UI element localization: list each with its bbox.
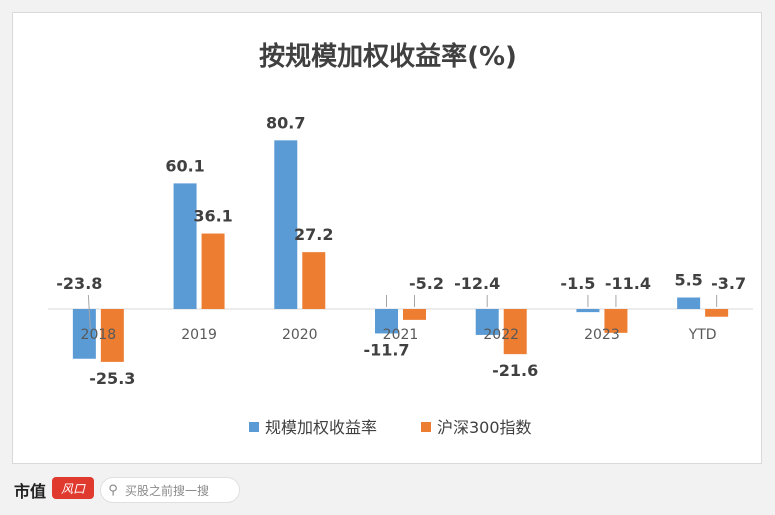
search-placeholder: 买股之前搜一搜: [125, 483, 210, 498]
x-tick-label: YTD: [688, 327, 717, 343]
label-leader: [87, 294, 91, 330]
brand-name: 市值: [14, 482, 47, 501]
bar-weighted-2020: [274, 140, 298, 309]
bar-csi300-2022: [503, 309, 527, 355]
bar-weighted-2019: [173, 183, 197, 309]
chart-panel: 按规模加权收益率(%) -23.8 -25.3 2018 60.1 36.1 2019 80.…: [12, 12, 762, 464]
brand-logo[interactable]: 风口: [52, 477, 94, 499]
bar-csi300-YTD: [705, 309, 729, 317]
data-label: -1.5: [560, 274, 595, 293]
bar-csi300-2023: [604, 309, 628, 333]
legend-label-0: 规模加权收益率: [265, 418, 377, 437]
bar-weighted-YTD: [677, 297, 701, 309]
footer-bar: 市值 风口 ⚲ 买股之前搜一搜: [0, 468, 775, 515]
bar-weighted-2023: [576, 309, 600, 313]
bar-chart: 按规模加权收益率(%) -23.8 -25.3 2018 60.1 36.1 2019 80.…: [48, 41, 753, 437]
data-label: 80.7: [266, 113, 305, 132]
x-tick-label: 2018: [81, 327, 117, 343]
bar-csi300-2020: [302, 252, 326, 309]
chart-title: 按规模加权收益率(%): [259, 41, 517, 72]
data-label: 5.5: [674, 271, 702, 290]
bar-csi300-2019: [201, 233, 225, 309]
data-label: -5.2: [409, 274, 444, 293]
legend-swatch-1: [421, 422, 431, 432]
data-label: -12.4: [454, 274, 500, 293]
data-label: 36.1: [193, 207, 232, 226]
x-tick-label: 2021: [383, 327, 419, 343]
x-tick-label: 2020: [282, 327, 318, 343]
x-tick-label: 2023: [584, 327, 620, 343]
search-icon: ⚲: [108, 482, 118, 498]
data-label: -21.6: [492, 361, 538, 380]
data-label: -3.7: [711, 274, 746, 293]
bar-weighted-2022: [475, 309, 499, 335]
bar-csi300-2018: [100, 309, 124, 362]
data-label: -25.3: [89, 369, 135, 388]
data-label: -11.4: [605, 274, 651, 293]
x-tick-label: 2022: [483, 327, 519, 343]
search-input[interactable]: ⚲ 买股之前搜一搜: [100, 477, 240, 503]
legend-label-1: 沪深300指数: [437, 418, 532, 437]
data-label: 27.2: [294, 225, 333, 244]
data-label: -23.8: [56, 274, 102, 293]
bar-csi300-2021: [403, 309, 426, 320]
x-tick-label: 2019: [181, 327, 217, 343]
bar-weighted-2021: [375, 309, 398, 334]
data-label: 60.1: [165, 156, 204, 175]
data-label: -11.7: [363, 340, 409, 359]
legend-swatch-0: [249, 422, 259, 432]
